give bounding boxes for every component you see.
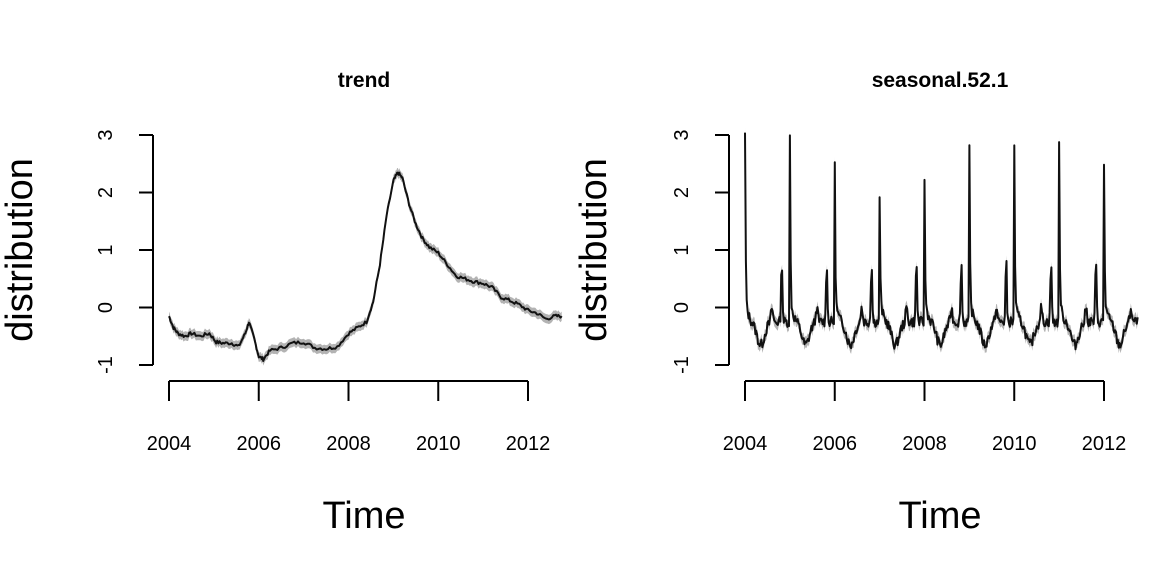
seasonal-uncertainty-band [745, 126, 1138, 356]
seasonal-panel: seasonal.52.1 distribution Time -1 0 1 2 3 2… [573, 69, 1139, 537]
trend-y-tick-label: 1 [95, 244, 117, 255]
seasonal-y-axis-label: distribution [573, 158, 615, 342]
seasonal-x-axis: 2004 2006 2008 2010 2012 [723, 380, 1127, 455]
trend-y-axis-label: distribution [0, 158, 41, 342]
seasonal-y-tick-label: 2 [671, 187, 693, 198]
trend-series-line [168, 171, 563, 362]
trend-x-tick-label: 2010 [416, 433, 461, 455]
trend-uncertainty-band [169, 168, 562, 366]
trend-y-tick-label: 0 [95, 302, 117, 313]
seasonal-x-tick-label: 2006 [813, 433, 858, 455]
trend-plot-area [168, 168, 563, 366]
seasonal-x-axis-label: Time [898, 495, 981, 537]
trend-x-axis: 2004 2006 2008 2010 2012 [147, 380, 551, 455]
seasonal-y-tick-label: 3 [671, 129, 693, 140]
trend-x-axis-label: Time [322, 495, 405, 537]
trend-y-tick-label: 3 [95, 129, 117, 140]
trend-y-axis: -1 0 1 2 3 [95, 129, 154, 374]
seasonal-y-axis: -1 0 1 2 3 [671, 129, 730, 374]
trend-y-tick-label: 2 [95, 187, 117, 198]
trend-x-tick-label: 2012 [506, 433, 551, 455]
trend-x-tick-label: 2004 [147, 433, 192, 455]
seasonal-x-tick-label: 2008 [902, 433, 947, 455]
seasonal-x-tick-label: 2010 [992, 433, 1037, 455]
seasonal-y-tick-label: -1 [671, 356, 693, 374]
seasonal-panel-title: seasonal.52.1 [872, 69, 1009, 92]
trend-x-tick-label: 2006 [237, 433, 282, 455]
seasonal-series-line [744, 132, 1139, 351]
trend-panel-title: trend [338, 69, 391, 92]
seasonal-x-tick-label: 2004 [723, 433, 768, 455]
trend-x-tick-label: 2008 [326, 433, 371, 455]
seasonal-y-tick-label: 1 [671, 244, 693, 255]
seasonal-plot-area [744, 126, 1139, 356]
seasonal-x-tick-label: 2012 [1082, 433, 1127, 455]
trend-y-tick-label: -1 [95, 356, 117, 374]
seasonal-y-tick-label: 0 [671, 302, 693, 313]
